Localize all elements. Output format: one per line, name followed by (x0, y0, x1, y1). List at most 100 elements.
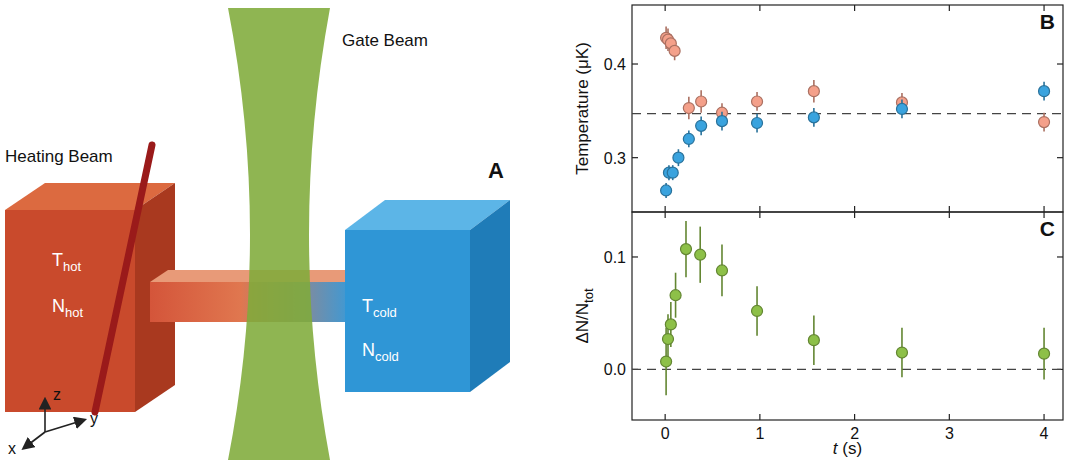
x-tick (665, 414, 666, 420)
main-text: T (52, 250, 63, 270)
y-tick-label: 0.1 (604, 249, 626, 266)
figure: Heating BeamGate BeamAThotNhotTcoldNcold… (0, 0, 1069, 462)
x-tick (665, 5, 666, 11)
data-point (716, 116, 727, 127)
y-tick (1057, 157, 1063, 158)
x-tick (665, 212, 666, 218)
axis-letter: y (90, 410, 98, 427)
x-tick (759, 206, 760, 212)
chart-panel: 0.3 0.4 Temperature (μK) B (573, 5, 1063, 212)
chart-panel: 012340.00.1ΔN/Ntott (s)C (573, 212, 1063, 458)
data-point (661, 356, 672, 367)
data-point (808, 335, 819, 346)
x-tick (949, 5, 950, 11)
y-title-main: ΔN/N (573, 303, 592, 344)
panel-letter: A (488, 158, 504, 183)
data-point (667, 167, 678, 178)
hot-temperature: Thot (52, 250, 81, 274)
x-tick-label: 4 (1040, 425, 1049, 442)
data-point (673, 152, 684, 163)
marks (632, 27, 1063, 198)
x-tick (1043, 206, 1044, 212)
data-point (696, 120, 707, 131)
y-title-main: Temperature (μK) (573, 42, 592, 175)
data-point (662, 334, 673, 345)
data-point (896, 103, 907, 114)
y-tick (632, 256, 638, 257)
data-point (752, 96, 763, 107)
x-axis-title: t (s) (833, 439, 862, 458)
y-tick-label: 0.0 (604, 361, 626, 378)
data-point (665, 319, 676, 330)
main-text: T (362, 296, 373, 316)
diagram: Heating BeamGate BeamAThotNhotTcoldNcold… (5, 8, 510, 460)
hot-number: Nhot (52, 296, 83, 320)
data-point (670, 290, 681, 301)
reference-line (632, 369, 1063, 370)
x-tick (949, 414, 950, 420)
data-point (661, 185, 672, 196)
subscript: hot (63, 259, 81, 274)
data-point (683, 103, 694, 114)
subscript: cold (373, 305, 397, 320)
data-point (1039, 86, 1050, 97)
panel-letter: C (1040, 217, 1055, 240)
z-axis-arrow (44, 400, 46, 432)
y-tick (1057, 256, 1063, 257)
axis-letter: x (8, 440, 16, 457)
x-tick-label: 0 (661, 425, 670, 442)
panel-letter: B (1040, 10, 1055, 33)
data-point (752, 118, 763, 129)
y-axis-arrow (45, 420, 84, 432)
x-tick (1043, 414, 1044, 420)
data-point (1039, 348, 1050, 359)
reference-line (632, 113, 1063, 114)
subscript: cold (375, 349, 399, 364)
data-point (752, 305, 763, 316)
cold-temperature: Tcold (362, 296, 397, 320)
data-point (680, 244, 691, 255)
x-axis-arrow (24, 432, 45, 448)
x-tick (665, 206, 666, 212)
marks (632, 221, 1063, 395)
cold-number: Ncold (362, 340, 399, 364)
heating-beam (95, 145, 152, 412)
data-point (808, 86, 819, 97)
data-point (696, 96, 707, 107)
y-axis-title: Temperature (μK) (573, 42, 592, 175)
x-tick (949, 212, 950, 218)
x-tick-label: 3 (945, 425, 954, 442)
x-title-unit: (s) (838, 439, 863, 458)
x-tick (759, 5, 760, 11)
data-point (683, 133, 694, 144)
data-point (716, 265, 727, 276)
plot-frame (632, 212, 1063, 420)
data-point (669, 45, 680, 56)
data-point (1039, 117, 1050, 128)
y-tick-label: 0.4 (604, 56, 626, 73)
y-tick-label: 0.3 (604, 150, 626, 167)
subscript: hot (65, 305, 83, 320)
y-tick (632, 157, 638, 158)
x-tick (949, 206, 950, 212)
data-point (695, 249, 706, 260)
y-title-sub: tot (581, 288, 596, 303)
y-tick (632, 63, 638, 64)
y-tick (1057, 63, 1063, 64)
plot-frame (632, 5, 1063, 212)
cold-cube-side (470, 200, 510, 392)
gate-beam (228, 8, 330, 460)
main-text: N (52, 296, 65, 316)
x-tick (854, 414, 855, 420)
heating-beam-label: Heating Beam (5, 147, 113, 166)
axis-letter: z (53, 386, 61, 403)
x-tick-label: 1 (755, 425, 764, 442)
x-tick (854, 206, 855, 212)
gate-beam-label: Gate Beam (342, 31, 428, 50)
data-point (896, 347, 907, 358)
y-axis-title: ΔN/Ntot (573, 288, 596, 343)
cold-cube-front (345, 230, 470, 392)
x-tick (854, 212, 855, 218)
main-text: N (362, 340, 375, 360)
x-tick (759, 212, 760, 218)
